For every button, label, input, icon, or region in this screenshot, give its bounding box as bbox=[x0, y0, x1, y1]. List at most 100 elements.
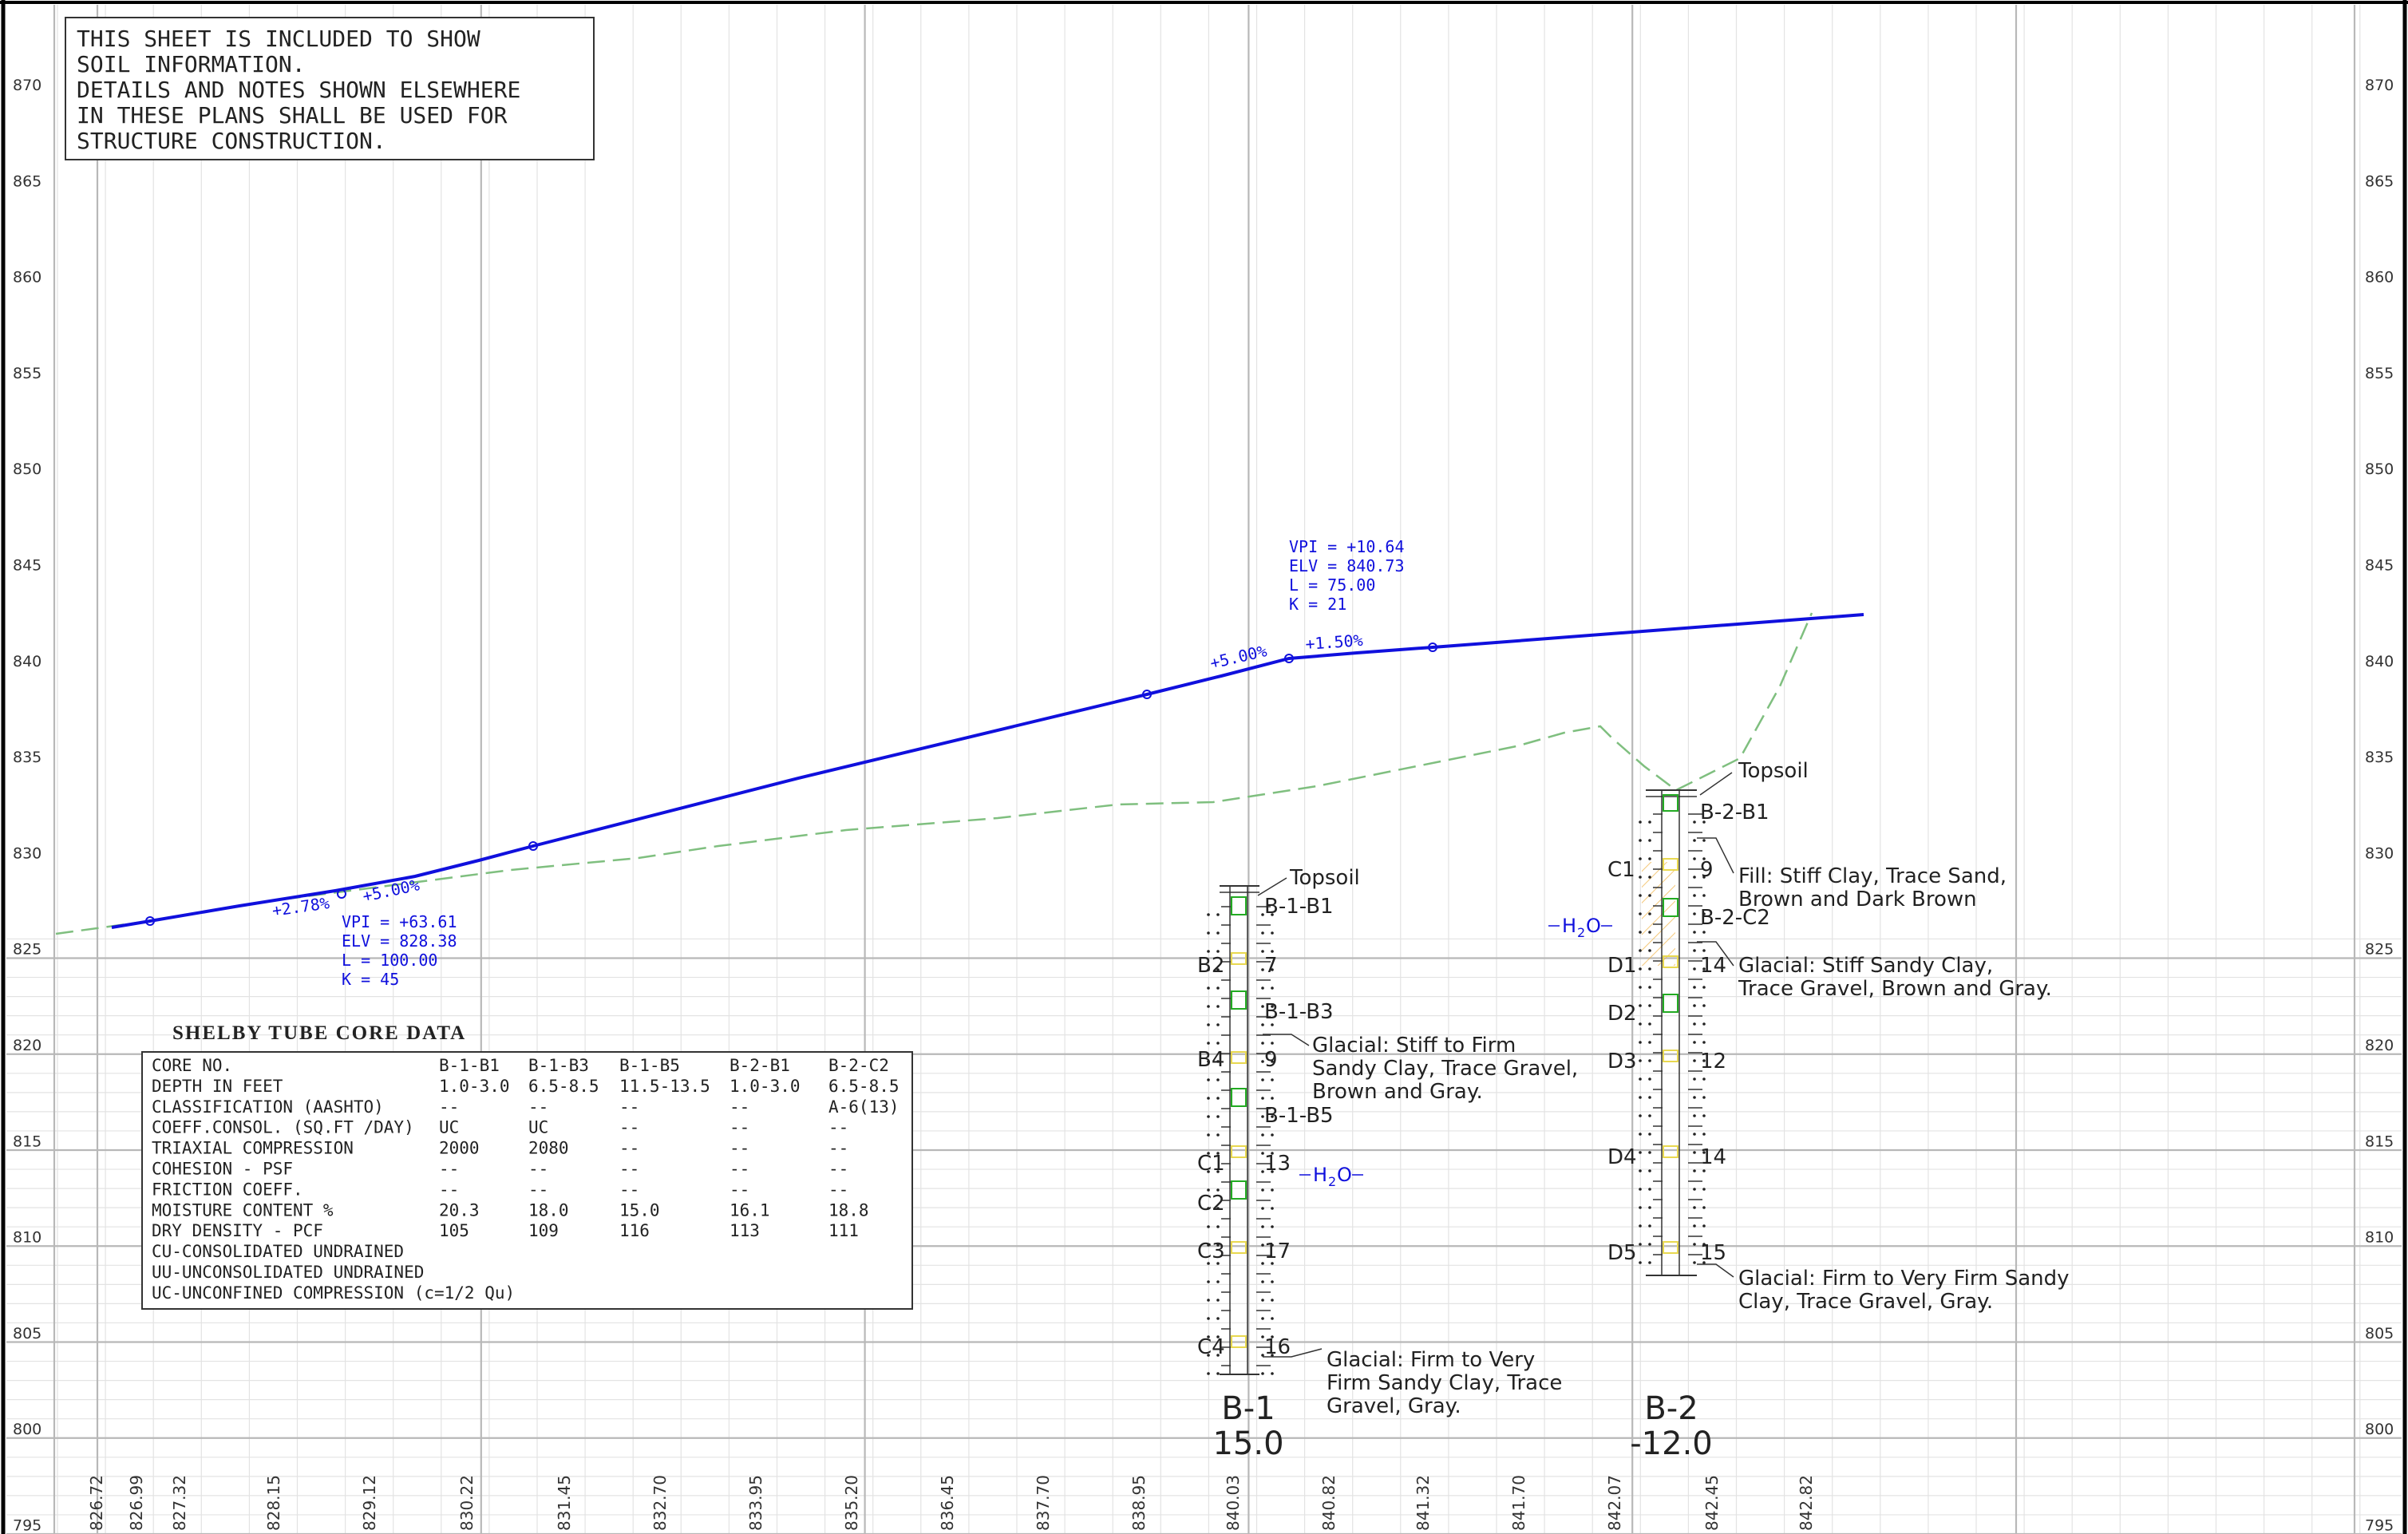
soil-dot bbox=[1216, 1023, 1220, 1026]
soil-dot bbox=[1207, 1372, 1210, 1375]
shelby-cell: 16.1 bbox=[730, 1200, 770, 1220]
shelby-cell: 116 bbox=[619, 1221, 650, 1240]
soil-dot bbox=[1261, 1280, 1264, 1283]
soil-dot bbox=[1648, 1261, 1651, 1264]
soil-dot bbox=[1639, 949, 1642, 952]
soil-dot bbox=[1261, 1152, 1264, 1155]
soil-dot bbox=[1216, 1005, 1220, 1008]
elevation-label: 865 bbox=[13, 172, 42, 190]
blow-count: 7 bbox=[1264, 954, 1278, 978]
soil-dot bbox=[1648, 1206, 1651, 1209]
split-spoon-sample bbox=[1231, 952, 1247, 965]
split-spoon-sample bbox=[1231, 1241, 1247, 1254]
soil-dot bbox=[1702, 1077, 1706, 1081]
soil-dot bbox=[1207, 1060, 1210, 1063]
sample-label: C3 bbox=[1197, 1239, 1225, 1263]
soil-dot bbox=[1261, 1060, 1264, 1063]
shelby-cell: B-1-B5 bbox=[619, 1056, 680, 1075]
soil-dot bbox=[1702, 1206, 1706, 1209]
soil-dot bbox=[1648, 1077, 1651, 1081]
note-line: THIS SHEET IS INCLUDED TO SHOW bbox=[77, 26, 480, 52]
station-label: 842.45 bbox=[1702, 1475, 1722, 1531]
soil-dot bbox=[1693, 1041, 1696, 1044]
vpi-point bbox=[337, 889, 346, 899]
topsoil-label: Topsoil bbox=[1289, 866, 1360, 890]
elevation-label: 845 bbox=[2365, 557, 2394, 575]
soil-dot bbox=[1639, 1243, 1642, 1246]
leader-line bbox=[1257, 877, 1287, 896]
elevation-label: 805 bbox=[13, 1325, 42, 1342]
note-line: IN THESE PLANS SHALL BE USED FOR bbox=[77, 102, 508, 128]
soil-dot bbox=[1207, 1207, 1210, 1210]
soil-dot bbox=[1648, 986, 1651, 989]
soil-dot bbox=[1648, 1151, 1651, 1154]
elevation-label: 805 bbox=[2365, 1325, 2394, 1342]
layer-description: Glacial: Firm to Very Firm Sandy bbox=[1738, 1267, 2070, 1291]
soil-dot bbox=[1693, 1096, 1696, 1099]
soil-dot bbox=[1639, 967, 1642, 971]
split-spoon-sample bbox=[1663, 1241, 1678, 1254]
sample-label: D2 bbox=[1607, 1002, 1637, 1026]
elevation-label: 830 bbox=[2365, 844, 2394, 862]
soil-dot bbox=[1693, 1114, 1696, 1117]
soil-dot bbox=[1261, 1207, 1264, 1210]
soil-dot bbox=[1648, 1096, 1651, 1099]
split-spoon-sample bbox=[1663, 1145, 1678, 1158]
soil-dot bbox=[1693, 931, 1696, 934]
soil-dot bbox=[1639, 1133, 1642, 1136]
soil-dot bbox=[1639, 1077, 1642, 1081]
layer-description: Glacial: Stiff to Firm bbox=[1312, 1034, 1516, 1058]
elevation-label: 830 bbox=[13, 844, 42, 862]
split-spoon-sample bbox=[1663, 1050, 1678, 1062]
shelby-cell: B-2-C2 bbox=[828, 1056, 889, 1075]
leader-line bbox=[1699, 772, 1733, 796]
soil-dot bbox=[1702, 967, 1706, 971]
water-label: H bbox=[1313, 1164, 1327, 1186]
sample-label: C1 bbox=[1607, 858, 1635, 882]
soil-dot bbox=[1693, 1151, 1696, 1154]
elevation-label: 810 bbox=[13, 1229, 42, 1247]
vpi1-line: VPI = +63.61 bbox=[342, 912, 457, 931]
layer-description: Trace Gravel, Brown and Gray. bbox=[1738, 977, 2052, 1001]
soil-dot bbox=[1693, 839, 1696, 842]
soil-dot bbox=[1271, 1225, 1274, 1228]
vpi1-line: ELV = 828.38 bbox=[342, 931, 457, 951]
elevation-label: 840 bbox=[2365, 653, 2394, 670]
station-label: 842.07 bbox=[1605, 1475, 1624, 1531]
shelby-cell: -- bbox=[730, 1118, 749, 1137]
split-spoon-sample bbox=[1663, 858, 1678, 871]
shelby-tube-sample bbox=[1231, 1180, 1247, 1200]
boring-station: -12.0 bbox=[1630, 1425, 1713, 1462]
vpi1-line: L = 100.00 bbox=[342, 951, 437, 970]
soil-dot bbox=[1271, 1243, 1274, 1247]
soil-dot bbox=[1216, 1188, 1220, 1192]
blow-count: 17 bbox=[1264, 1239, 1291, 1263]
elevation-label: 870 bbox=[2365, 77, 2394, 94]
soil-dot bbox=[1271, 1262, 1274, 1265]
shelby-cell: -- bbox=[730, 1180, 749, 1199]
soil-dot bbox=[1216, 1133, 1220, 1137]
boring-log-ticks bbox=[1653, 813, 1702, 1255]
elevation-label: 825 bbox=[13, 941, 42, 959]
elevation-label: 845 bbox=[13, 557, 42, 575]
grade-label: +1.50% bbox=[1305, 631, 1364, 654]
soil-dot bbox=[1639, 839, 1642, 842]
station-label: 832.70 bbox=[650, 1475, 670, 1531]
soil-dot bbox=[1207, 950, 1210, 953]
shelby-tube-sample bbox=[1663, 898, 1678, 917]
shelby-cell: -- bbox=[730, 1139, 749, 1158]
elevation-label: 840 bbox=[13, 653, 42, 670]
soil-dot bbox=[1216, 1042, 1220, 1045]
soil-dot bbox=[1207, 1188, 1210, 1192]
soil-dot bbox=[1693, 1206, 1696, 1209]
soil-dot bbox=[1693, 1059, 1696, 1062]
soil-dot bbox=[1271, 1317, 1274, 1320]
sample-label: D3 bbox=[1607, 1050, 1637, 1073]
soil-dot bbox=[1271, 1372, 1274, 1375]
blow-count: 16 bbox=[1264, 1335, 1291, 1359]
soil-dot bbox=[1648, 1004, 1651, 1007]
soil-dot bbox=[1216, 986, 1220, 990]
shelby-cell: 18.0 bbox=[528, 1200, 569, 1220]
station-label: 836.45 bbox=[938, 1475, 957, 1531]
soil-dot bbox=[1639, 857, 1642, 860]
